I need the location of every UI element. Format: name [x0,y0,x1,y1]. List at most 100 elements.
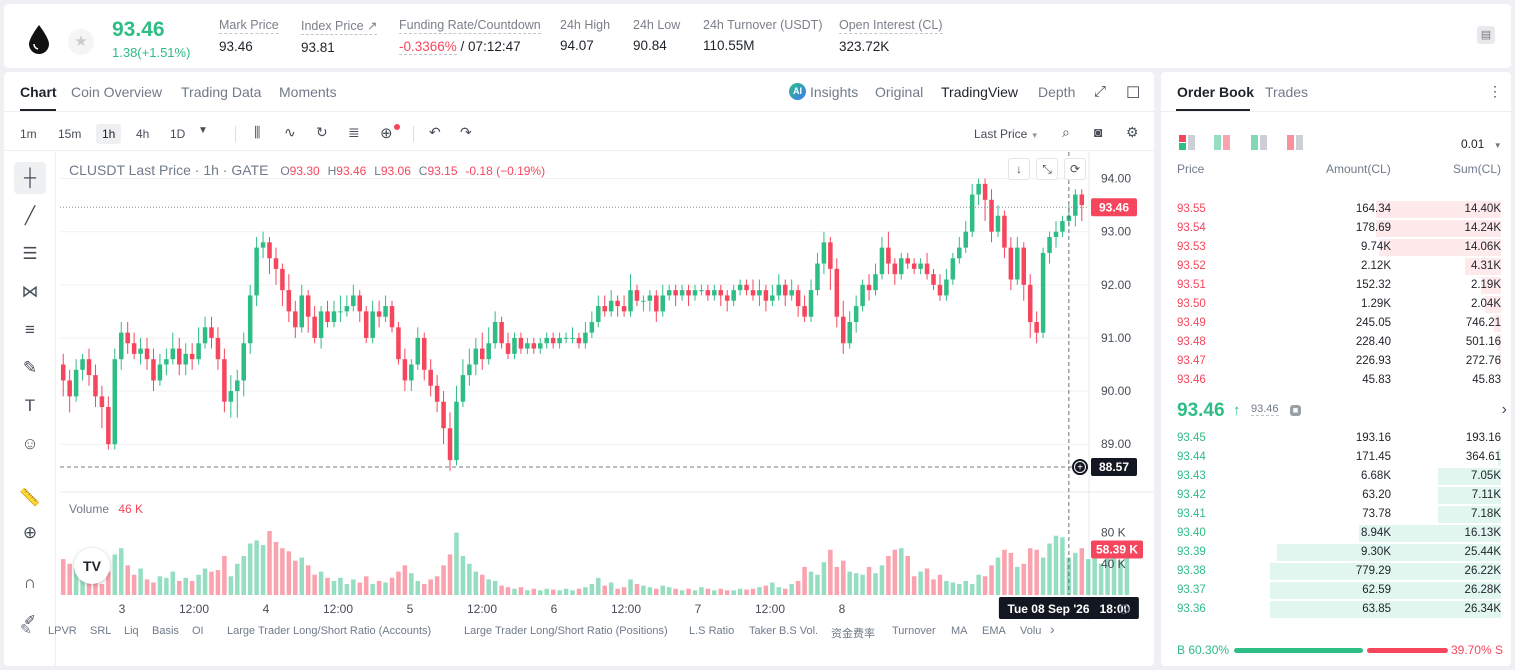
search-icon[interactable]: ⌕ [1062,124,1070,140]
interval-1m[interactable]: 1m [20,127,37,141]
bid-row[interactable]: 93.42 63.20 7.11K [1161,486,1511,505]
interval-1h[interactable]: 1h [96,124,122,144]
precision-selector[interactable]: 0.01 ▼ [1461,137,1502,151]
tradingview-logo[interactable]: TV [74,548,110,584]
refresh-icon[interactable]: ⟳ [1064,158,1086,180]
bid-row[interactable]: 93.40 8.94K 16.13K [1161,524,1511,543]
tab-trades[interactable]: Trades [1265,84,1309,100]
ask-row[interactable]: 93.50 1.29K 2.04K [1161,295,1511,314]
bid-row[interactable]: 93.36 63.85 26.34K [1161,600,1511,619]
view-split-icon[interactable] [1214,135,1230,150]
ask-row[interactable]: 93.46 45.83 45.83 [1161,371,1511,390]
candle-type-icon[interactable]: ⫼ [254,124,261,140]
book-icon[interactable]: ▤ [1477,26,1495,44]
bid-row[interactable]: 93.41 73.78 7.18K [1161,505,1511,524]
axis-settings-icon[interactable]: ⊙ [1118,600,1131,618]
ask-row[interactable]: 93.53 9.74K 14.06K [1161,238,1511,257]
indicator-item[interactable]: OI [192,625,204,637]
indicator-item[interactable]: SRL [90,625,112,637]
fib-icon[interactable]: ≡ [25,320,35,339]
tab-original[interactable]: Original [875,84,924,100]
undo-icon[interactable]: ↶ [429,124,441,140]
trend-line-icon[interactable]: ╱ [24,206,36,225]
edit-icon[interactable]: ✎ [20,621,32,637]
view-both-icon[interactable] [1179,135,1195,150]
chevron-right-icon[interactable]: › [1050,621,1055,637]
candle-body [963,231,968,248]
expand-icon[interactable]: ⤢ [1094,83,1107,100]
indicator-item[interactable]: Liq [124,625,139,637]
indicator-item[interactable]: EMA [982,625,1006,637]
templates-icon[interactable]: ≣ [348,124,360,140]
more-icon[interactable]: ⋮ [1488,83,1502,99]
candlestick-chart[interactable]: 93.46 88.57 +94.00 93.00 92.00 91.00 90.00 89.0… [4,72,1154,666]
view-asks-icon[interactable] [1287,135,1303,150]
gear-icon[interactable]: ⚙ [1126,124,1139,140]
indicators-icon[interactable]: ∿ [284,124,296,140]
tab-insights[interactable]: Insights [810,84,859,100]
ruler-icon[interactable]: 📏 [19,488,41,507]
ask-row[interactable]: 93.49 245.05 746.21 [1161,314,1511,333]
bid-row[interactable]: 93.44 171.45 364.61 [1161,448,1511,467]
magnet-icon[interactable]: ∩ [23,573,37,592]
chevron-down-icon[interactable]: ▼ [198,125,208,136]
indicator-item[interactable]: Turnover [892,625,936,637]
indicator-item[interactable]: Large Trader Long/Short Ratio (Accounts) [227,625,432,637]
tab-trading-data[interactable]: Trading Data [181,84,262,100]
indicator-item[interactable]: 资金费率 [831,628,875,640]
indicator-item[interactable]: MA [951,625,968,637]
bid-row[interactable]: 93.39 9.30K 25.44K [1161,543,1511,562]
ask-row[interactable]: 93.51 152.32 2.19K [1161,276,1511,295]
interval-15m[interactable]: 15m [58,127,82,141]
view-bids-icon[interactable] [1251,135,1267,150]
brush-icon[interactable]: ✎ [22,358,38,377]
funding-rate[interactable]: -0.3366% [399,39,457,55]
ask-row[interactable]: 93.47 226.93 272.76 [1161,352,1511,371]
indicator-item[interactable]: Large Trader Long/Short Ratio (Positions… [464,625,668,637]
pattern-icon[interactable]: ⋈ [21,282,39,301]
crosshair-icon[interactable]: ┼ [14,162,46,194]
add-alert-icon[interactable]: ⊕ [380,125,393,142]
collapse-icon[interactable]: ⤡ [1036,158,1058,180]
tab-tradingview[interactable]: TradingView [941,84,1019,100]
indicator-item[interactable]: LPVR [48,625,77,637]
index-price-label[interactable]: Index Price ↗ [301,19,378,35]
tab-depth[interactable]: Depth [1038,84,1076,100]
tab-moments[interactable]: Moments [279,84,337,100]
funding-rate-label[interactable]: Funding Rate/Countdown [399,18,541,34]
open-interest-label[interactable]: Open Interest (CL) [839,18,943,34]
arrow-down-icon[interactable]: ↓ [1008,158,1030,180]
indicator-item[interactable]: Taker B.S Vol. [749,625,819,637]
text-icon[interactable]: T [24,396,36,415]
bid-row[interactable]: 93.45 193.16 193.16 [1161,429,1511,448]
emoji-icon[interactable]: ☺ [21,434,39,453]
redo-icon[interactable]: ↷ [460,124,472,140]
indicator-item[interactable]: Basis [152,625,179,637]
interval-1d[interactable]: 1D [170,127,186,141]
compare-icon[interactable]: ↻ [316,124,328,140]
indicator-item[interactable]: L.S Ratio [689,625,735,637]
ask-row[interactable]: 93.48 228.40 501.16 [1161,333,1511,352]
tab-order-book[interactable]: Order Book [1177,84,1255,100]
ask-row[interactable]: 93.55 164.34 14.40K [1161,200,1511,219]
lock-pencil-icon[interactable]: ✐ [24,612,36,628]
mark-price-label[interactable]: Mark Price [219,18,279,34]
zoom-in-icon[interactable]: ⊕ [22,523,38,542]
tab-coin-overview[interactable]: Coin Overview [71,84,163,100]
bid-row[interactable]: 93.38 779.29 26.22K [1161,562,1511,581]
window-icon[interactable]: ☐ [1126,85,1141,102]
camera-icon[interactable]: ◙ [1094,124,1103,140]
mid-price-row[interactable]: 93.46 ↑ 93.46 ■ › [1177,400,1507,424]
interval-4h[interactable]: 4h [136,127,150,141]
favorite-star-icon[interactable]: ★ [68,29,94,55]
bid-row[interactable]: 93.43 6.68K 7.05K [1161,467,1511,486]
ask-sum: 14.06K [1464,241,1501,253]
bid-row[interactable]: 93.37 62.59 26.28K [1161,581,1511,600]
tab-chart[interactable]: Chart [20,84,57,100]
indicator-item[interactable]: Volu [1020,625,1042,637]
last-price-selector[interactable]: Last Price ▼ [974,127,1039,141]
chevron-right-icon[interactable]: › [1501,401,1507,418]
horizontal-lines-icon[interactable]: ☰ [22,244,38,263]
ask-row[interactable]: 93.54 178.69 14.24K [1161,219,1511,238]
ask-row[interactable]: 93.52 2.12K 4.31K [1161,257,1511,276]
